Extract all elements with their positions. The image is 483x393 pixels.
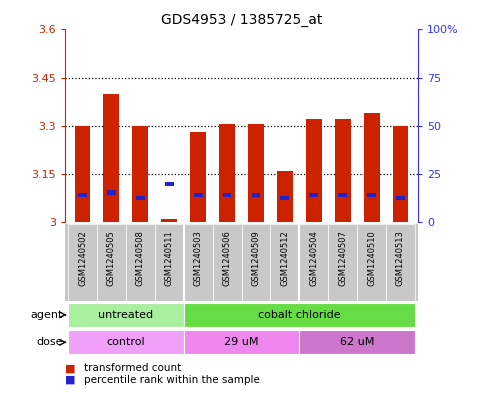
Text: cobalt chloride: cobalt chloride [258,310,341,320]
Text: GSM1240508: GSM1240508 [136,230,145,286]
Text: agent: agent [30,310,63,320]
Bar [299,330,415,354]
Bar [155,224,184,301]
Bar [184,303,415,327]
Bar [103,94,119,222]
Text: 62 uM: 62 uM [340,337,374,347]
Bar [184,330,299,354]
Bar [364,113,380,222]
Bar [68,330,184,354]
Bar [161,219,177,222]
Text: ■: ■ [65,363,76,373]
Bar [277,171,293,222]
Text: untreated: untreated [99,310,154,320]
Bar [132,126,148,222]
Text: GSM1240509: GSM1240509 [252,230,260,286]
Bar [248,124,264,222]
Bar [78,193,87,198]
Bar [126,224,155,301]
Bar [393,126,409,222]
Text: percentile rank within the sample: percentile rank within the sample [84,375,259,385]
Text: 29 uM: 29 uM [224,337,259,347]
Text: GSM1240510: GSM1240510 [367,230,376,286]
Bar [299,224,328,301]
Bar [165,182,173,186]
Title: GDS4953 / 1385725_at: GDS4953 / 1385725_at [161,13,322,27]
Bar [328,224,357,301]
Bar [306,119,322,222]
Text: control: control [107,337,145,347]
Bar [338,193,347,198]
Text: GSM1240504: GSM1240504 [309,230,318,286]
Bar [310,193,318,198]
Bar [386,224,415,301]
Bar [194,193,202,198]
Bar [396,196,405,200]
Text: ■: ■ [65,375,76,385]
Text: GSM1240506: GSM1240506 [223,230,231,286]
Bar [223,193,231,198]
Bar [357,224,386,301]
Bar [335,119,351,222]
Text: GSM1240513: GSM1240513 [396,230,405,286]
Bar [242,224,270,301]
Text: dose: dose [36,337,63,347]
Text: GSM1240505: GSM1240505 [107,230,116,286]
Bar [74,126,90,222]
Bar [97,224,126,301]
Bar [281,196,289,200]
Text: GSM1240502: GSM1240502 [78,230,87,286]
Bar [190,132,206,222]
Bar [252,193,260,198]
Bar [68,303,184,327]
Bar [270,224,299,301]
Bar [219,124,235,222]
Text: GSM1240503: GSM1240503 [194,230,203,286]
Text: transformed count: transformed count [84,363,181,373]
Bar [184,224,213,301]
Bar [68,224,97,301]
Bar [136,196,145,200]
Text: GSM1240511: GSM1240511 [165,230,174,286]
Bar [107,191,116,195]
Bar [367,193,376,198]
Bar [213,224,242,301]
Text: GSM1240512: GSM1240512 [280,230,289,286]
Text: GSM1240507: GSM1240507 [338,230,347,286]
